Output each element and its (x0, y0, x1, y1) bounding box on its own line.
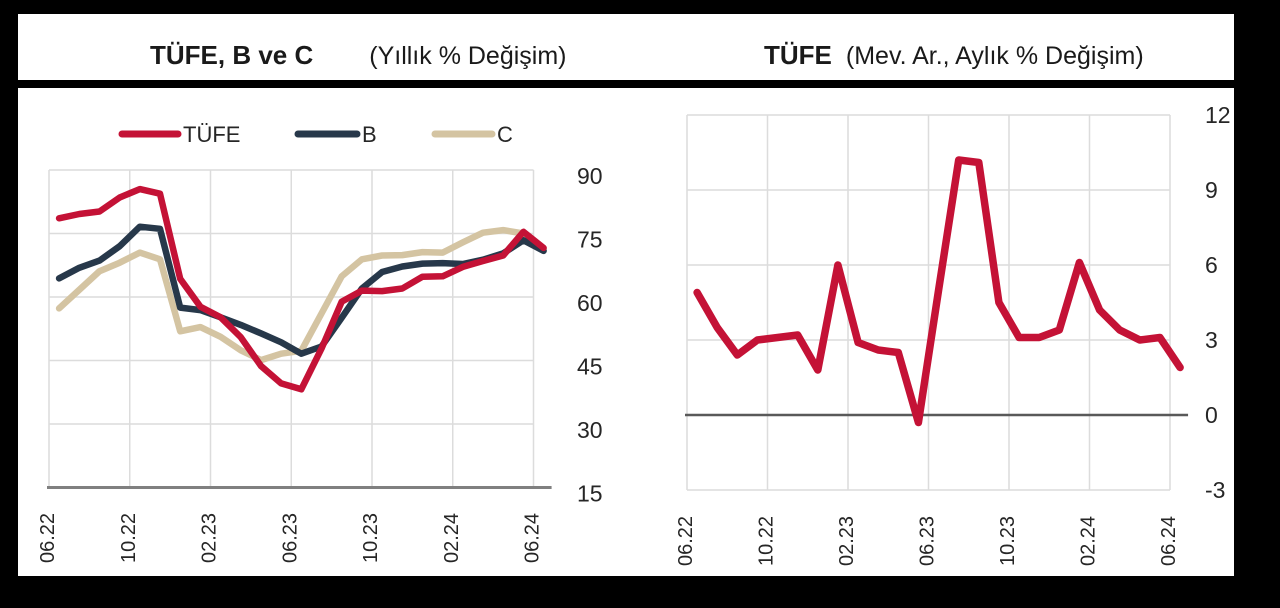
x-tick-label: 10.22 (118, 513, 140, 563)
right-chart: 12 9 6 3 0 -3 06.22 10.22 02.23 06.23 10.23 02.24 06… (675, 102, 1231, 566)
y-tick-label: 12 (1205, 102, 1231, 128)
y-tick-label: 3 (1205, 327, 1218, 353)
left-chart: 90 75 60 45 30 15 06.22 10.22 02.23 06.23 10.23 02.… (37, 163, 603, 563)
x-tick-label: 06.24 (1158, 516, 1180, 566)
y-tick-label: 60 (577, 290, 603, 316)
series-line-tfe (55, 185, 547, 393)
y-tick-label: 90 (577, 163, 603, 189)
series-line-c (55, 226, 547, 364)
x-tick-label: 06.24 (522, 513, 544, 563)
right-chart-subtitle: (Mev. Ar., Aylık % Değişim) (845, 42, 1144, 70)
right-chart-title: TÜFE (764, 40, 832, 70)
legend-label-tfe: TÜFE (183, 122, 240, 147)
y-tick-label: 0 (1205, 402, 1218, 428)
x-tick-label: 10.23 (997, 516, 1019, 566)
x-tick-label: 10.22 (756, 516, 778, 566)
y-tick-label: -3 (1205, 477, 1225, 503)
x-tick-label: 02.23 (199, 513, 221, 563)
y-tick-label: 30 (577, 417, 603, 443)
x-tick-label: 02.24 (1078, 516, 1100, 566)
divider-rule (18, 80, 1257, 88)
x-tick-label: 10.23 (360, 513, 382, 563)
y-tick-label: 6 (1205, 252, 1218, 278)
y-tick-label: 75 (577, 227, 603, 253)
figure-background (18, 14, 1234, 576)
y-tick-label: 9 (1205, 177, 1218, 203)
x-tick-label: 06.23 (279, 513, 301, 563)
x-tick-label: 02.24 (441, 513, 463, 563)
left-chart-title: TÜFE, B ve C (150, 40, 314, 70)
x-tick-label: 02.23 (836, 516, 858, 566)
left-chart-subtitle: (Yıllık % Değişim) (369, 42, 567, 70)
series-line-b (55, 223, 547, 357)
y-tick-label: 45 (577, 354, 603, 380)
right-chart-title-row: TÜFE (Mev. Ar., Aylık % Değişim) (764, 40, 1144, 71)
x-tick-label: 06.22 (675, 516, 697, 566)
y-tick-label: 15 (577, 481, 603, 507)
x-tick-label: 06.22 (37, 513, 59, 563)
legend: TÜFE B C (118, 122, 513, 147)
left-chart-title-row: TÜFE, B ve C (Yıllık % Değişim) (150, 40, 567, 71)
legend-label-c: C (497, 122, 513, 147)
x-tick-label: 06.23 (917, 516, 939, 566)
legend-label-b: B (362, 122, 377, 147)
series-line-tfe (693, 156, 1184, 427)
